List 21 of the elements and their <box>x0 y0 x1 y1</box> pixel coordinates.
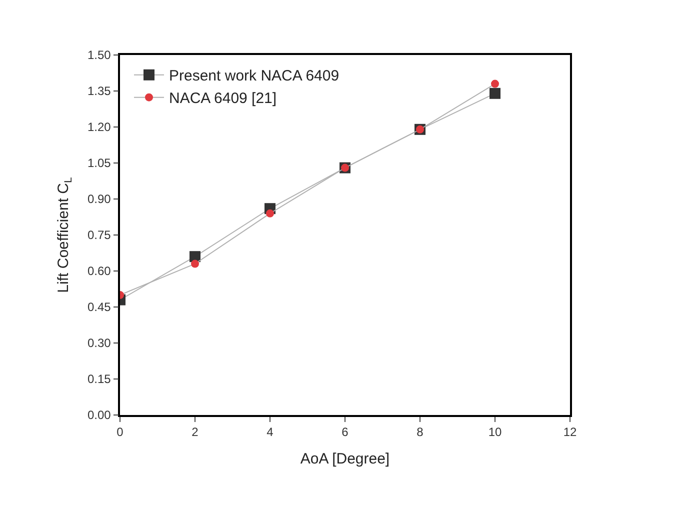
y-tick-label: 0.00 <box>87 408 112 422</box>
y-tick-label: 0.75 <box>87 228 112 242</box>
x-tick-label: 10 <box>488 425 502 440</box>
y-tick-label: 1.20 <box>87 120 112 134</box>
y-tick-label: 0.30 <box>87 336 112 350</box>
legend-label: NACA 6409 [21] <box>169 90 277 108</box>
y-tick-label: 0.15 <box>87 372 112 386</box>
x-tick-label: 0 <box>116 425 124 440</box>
x-tick-label: 2 <box>192 425 199 440</box>
y-tick-label: 0.45 <box>87 300 112 314</box>
y-tick-label: 1.50 <box>87 48 112 62</box>
x-tick-label: 12 <box>563 425 577 440</box>
y-tick-label: 0.90 <box>87 192 112 206</box>
legend-label: Present work NACA 6409 <box>169 68 340 85</box>
y-tick-label: 1.35 <box>87 84 112 98</box>
x-axis-title: AoA [Degree] <box>300 450 390 468</box>
y-tick-label: 0.60 <box>87 264 112 278</box>
x-tick-label: 6 <box>342 425 349 440</box>
y-tick-label: 1.05 <box>87 156 112 170</box>
x-tick-label: 4 <box>266 425 274 440</box>
x-tick-label: 8 <box>416 425 424 440</box>
